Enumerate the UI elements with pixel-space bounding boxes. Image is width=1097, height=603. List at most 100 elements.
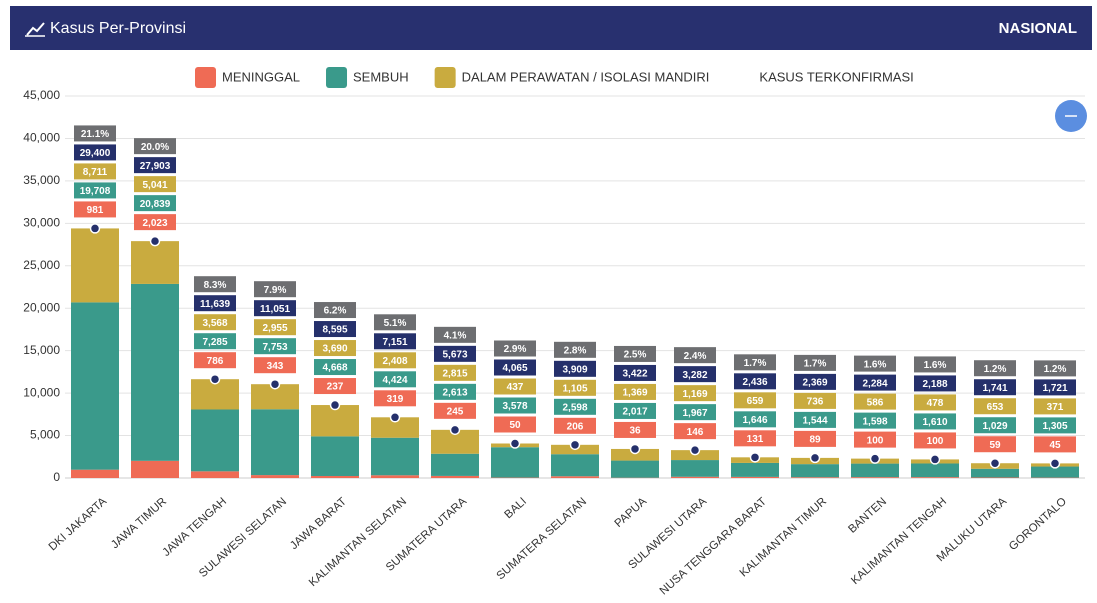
- total-point: [989, 457, 1001, 469]
- percent-label-bg: [794, 354, 836, 371]
- data-label: 20,839: [140, 199, 171, 210]
- data-label: 1,646: [742, 415, 767, 426]
- total-point: [269, 378, 281, 390]
- bar-segment: [71, 228, 119, 303]
- data-label: 146: [687, 427, 704, 438]
- total-point: [929, 454, 941, 465]
- bar-segment: [371, 417, 419, 438]
- legend-label[interactable]: DALAM PERAWATAN / ISOLASI MANDIRI: [462, 69, 710, 84]
- percent-label: 2.9%: [504, 344, 527, 355]
- legend-label[interactable]: SEMBUH: [353, 69, 409, 84]
- data-label: 50: [509, 420, 521, 431]
- data-label: 371: [1047, 402, 1064, 413]
- data-label-bg: [374, 352, 416, 369]
- bar-segment: [131, 460, 179, 478]
- data-label-bg: [974, 417, 1016, 434]
- y-tick-label: 25,000: [23, 258, 60, 272]
- total-label-bg: [974, 379, 1016, 396]
- data-label-bg: [134, 195, 176, 212]
- y-tick-label: 30,000: [23, 216, 60, 230]
- data-label-bg: [794, 430, 836, 447]
- data-label-bg: [74, 163, 116, 180]
- total-label: 29,400: [80, 148, 111, 159]
- data-label: 3,568: [202, 318, 227, 329]
- data-label: 1,029: [982, 421, 1007, 432]
- data-label: 1,967: [682, 408, 707, 419]
- bar-segment: [851, 477, 899, 478]
- y-tick-label: 5,000: [30, 428, 60, 442]
- data-label-bg: [434, 402, 476, 419]
- x-tick-label: PAPUA: [613, 495, 650, 530]
- data-label: 7,285: [202, 337, 227, 348]
- collapse-button[interactable]: [1055, 100, 1087, 132]
- data-label-bg: [74, 201, 116, 218]
- total-label-bg: [194, 295, 236, 312]
- header-region[interactable]: NASIONAL: [999, 20, 1077, 37]
- data-label: 659: [747, 396, 764, 407]
- data-label: 245: [447, 406, 464, 417]
- percent-label-bg: [74, 125, 116, 142]
- data-label: 89: [809, 435, 821, 446]
- total-point: [389, 412, 401, 423]
- total-point: [449, 424, 461, 436]
- total-label: 5,673: [442, 349, 467, 360]
- bar-segment: [431, 429, 479, 454]
- percent-label-bg: [374, 314, 416, 331]
- data-label: 7,753: [262, 342, 287, 353]
- data-label-bg: [254, 357, 296, 374]
- data-label: 131: [747, 434, 764, 445]
- total-label-bg: [314, 321, 356, 338]
- data-label-bg: [674, 423, 716, 440]
- bar-segment: [311, 475, 359, 478]
- data-label: 100: [867, 435, 884, 446]
- bar-segment: [71, 469, 119, 478]
- data-label-bg: [734, 430, 776, 447]
- percent-label: 1.2%: [984, 364, 1007, 375]
- data-label-bg: [914, 432, 956, 449]
- percent-label-bg: [1034, 360, 1076, 377]
- x-tick-label: KALIMANTAN TENGAH: [849, 496, 949, 588]
- data-label: 319: [387, 394, 404, 405]
- percent-label: 5.1%: [384, 318, 407, 329]
- y-tick-label: 10,000: [23, 385, 60, 399]
- total-point: [869, 453, 881, 464]
- data-label-bg: [134, 214, 176, 231]
- data-label-bg: [494, 397, 536, 414]
- bar-segment: [191, 409, 239, 472]
- header-title: Kasus Per-Provinsi: [50, 20, 186, 37]
- data-label: 3,578: [502, 401, 527, 412]
- total-point: [89, 223, 101, 234]
- bar-segment: [191, 471, 239, 478]
- data-label: 736: [807, 397, 824, 408]
- legend-swatch: [326, 67, 348, 88]
- percent-label-bg: [914, 356, 956, 373]
- data-label: 981: [87, 205, 104, 216]
- bar-segment: [671, 460, 719, 477]
- total-label-bg: [674, 366, 716, 383]
- x-tick-label: DKI JAKARTA: [47, 495, 110, 553]
- percent-label: 20.0%: [141, 142, 169, 153]
- total-point: [509, 438, 521, 449]
- legend-label[interactable]: MENINGGAL: [222, 69, 300, 84]
- data-label: 586: [867, 397, 884, 408]
- data-label-bg: [434, 383, 476, 400]
- data-label: 1,305: [1042, 421, 1067, 432]
- percent-label: 2.4%: [684, 351, 707, 362]
- data-label-bg: [494, 378, 536, 395]
- percent-label-bg: [494, 340, 536, 357]
- data-label: 8,711: [83, 167, 108, 178]
- legend-label[interactable]: KASUS TERKONFIRMASI: [759, 69, 913, 84]
- data-label-bg: [194, 314, 236, 331]
- total-point: [689, 444, 701, 456]
- data-label: 59: [989, 440, 1001, 451]
- data-label-bg: [914, 413, 956, 430]
- percent-label: 2.5%: [624, 350, 647, 361]
- percent-label-bg: [194, 276, 236, 293]
- bar-segment: [911, 463, 959, 478]
- total-label: 1,741: [982, 383, 1007, 394]
- data-label-bg: [314, 340, 356, 357]
- data-label: 653: [987, 402, 1004, 413]
- data-label: 4,668: [322, 363, 347, 374]
- percent-label: 4.1%: [444, 330, 467, 341]
